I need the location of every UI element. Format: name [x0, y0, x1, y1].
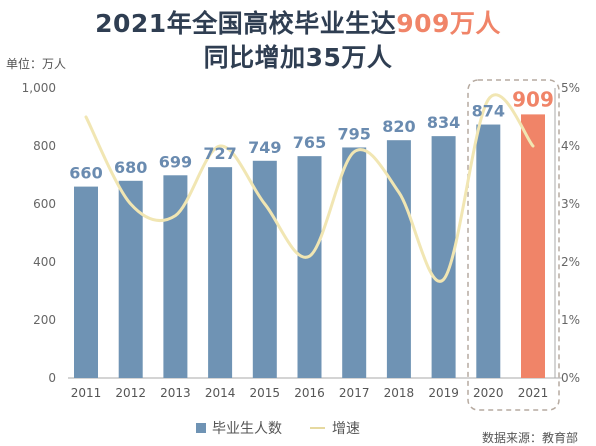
x-tick-label: 2019	[428, 386, 459, 400]
x-tick-label: 2013	[160, 386, 191, 400]
x-tick-label: 2015	[250, 386, 281, 400]
data-label: 909	[512, 87, 554, 111]
y-tick-label: 1,000	[22, 81, 56, 95]
data-label: 874	[472, 102, 505, 121]
data-label: 834	[427, 113, 460, 132]
bar	[297, 156, 322, 378]
bar	[74, 186, 98, 378]
bar	[386, 140, 411, 378]
legend-bar-label: 毕业生人数	[212, 421, 282, 437]
title-prefix: 2021年全国高校毕业生达	[95, 9, 397, 38]
bar	[163, 175, 188, 378]
data-labels: 660 680 699 727 749 765 795 820 834 874 909	[69, 87, 554, 182]
y-axis-ticks: 0 200 400 600 800 1,000	[22, 81, 56, 385]
data-label: 765	[293, 133, 326, 152]
y-axis-unit: 单位：万人	[6, 56, 66, 71]
x-tick-label: 2020	[473, 386, 504, 400]
bar	[118, 180, 143, 378]
legend-bar-swatch	[196, 423, 206, 433]
y2-tick-label: 4%	[561, 139, 580, 153]
x-tick-label: 2014	[205, 386, 236, 400]
x-tick-label: 2018	[384, 386, 415, 400]
title-highlight: 909万人	[396, 9, 501, 38]
growth-rate-line	[84, 93, 535, 283]
bar	[208, 167, 233, 378]
x-tick-label: 2021	[518, 386, 549, 400]
data-label: 680	[114, 158, 147, 177]
chart-subtitle: 同比增加35万人	[203, 43, 393, 72]
y2-tick-label: 1%	[561, 313, 580, 327]
y2-tick-label: 5%	[561, 81, 580, 95]
data-label: 749	[248, 138, 281, 157]
x-tick-label: 2016	[294, 386, 325, 400]
y2-tick-label: 2%	[561, 255, 580, 269]
bar	[521, 114, 545, 378]
y-tick-label: 400	[33, 255, 56, 269]
x-axis-ticks: 2011 2012 2013 2014 2015 2016 2017 2018 2019 2020…	[71, 386, 549, 400]
y-tick-label: 800	[33, 139, 56, 153]
y-tick-label: 200	[33, 313, 56, 327]
y2-tick-label: 0%	[561, 371, 580, 385]
bar	[342, 147, 367, 378]
x-tick-label: 2011	[71, 386, 102, 400]
x-tick-label: 2017	[339, 386, 370, 400]
legend-line-label: 增速	[332, 421, 360, 437]
y-tick-label: 600	[33, 197, 56, 211]
data-label: 727	[203, 144, 236, 163]
bar	[476, 124, 501, 378]
y-tick-label: 0	[48, 371, 56, 385]
bars-group	[74, 114, 545, 378]
y2-tick-label: 3%	[561, 197, 580, 211]
chart-title: 2021年全国高校毕业生达909万人	[0, 4, 596, 40]
data-label: 660	[69, 164, 102, 183]
data-source: 数据来源：教育部	[482, 430, 578, 445]
x-tick-label: 2012	[115, 386, 146, 400]
data-label: 820	[382, 117, 415, 136]
data-label: 699	[159, 152, 192, 171]
y2-axis-ticks: 0% 1% 2% 3% 4% 5%	[561, 81, 580, 385]
data-label: 795	[337, 124, 370, 143]
